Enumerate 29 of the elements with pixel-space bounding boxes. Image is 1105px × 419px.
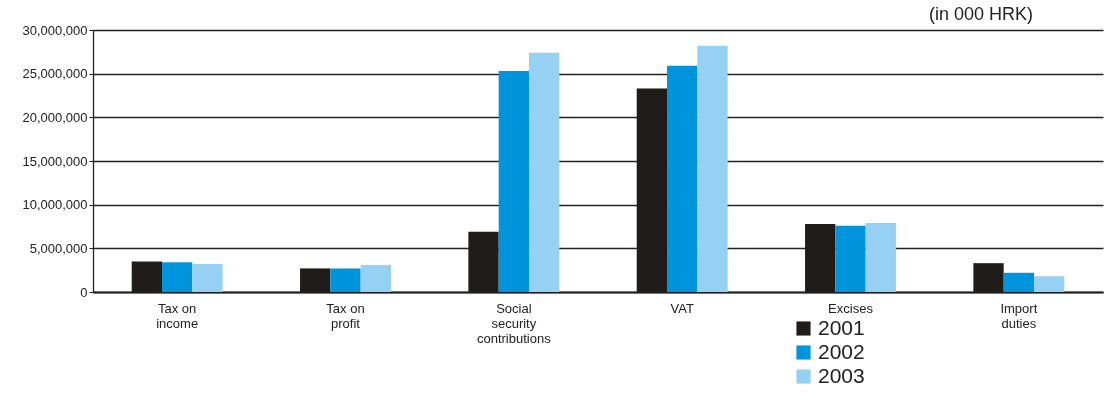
y-tick-label: 30,000,000 [22, 22, 88, 38]
bar [192, 264, 223, 292]
bar [162, 262, 193, 292]
x-tick-label: Import duties [1000, 300, 1038, 331]
y-tick-label: 5,000,000 [29, 240, 88, 256]
bar [667, 65, 698, 292]
y-tick-label: 20,000,000 [22, 109, 88, 125]
bar [1033, 276, 1065, 292]
x-tick-label: Social security contributions [476, 300, 552, 346]
bar [865, 223, 896, 292]
bar [528, 52, 560, 292]
x-tick-label: VAT [670, 300, 694, 316]
x-tick-label: Excises [828, 300, 874, 316]
bar [360, 264, 391, 292]
legend-label: 2003 [818, 363, 865, 387]
y-tick-label: 25,000,000 [22, 66, 88, 82]
bar [498, 71, 529, 292]
x-tick-label: Tax on profit [326, 300, 365, 331]
y-tick-label: 15,000,000 [22, 153, 88, 169]
legend-label: 2001 [818, 315, 865, 339]
text: (in 000 HRK) [928, 4, 1033, 24]
x-tick-label: Tax on income [156, 300, 199, 331]
bar [330, 268, 361, 292]
bar [697, 45, 728, 292]
y-tick-label: 10,000,000 [22, 197, 88, 213]
y-tick-label: 0 [80, 284, 88, 300]
bar [1003, 272, 1034, 292]
legend-label: 2002 [818, 339, 865, 363]
bar [835, 225, 866, 292]
